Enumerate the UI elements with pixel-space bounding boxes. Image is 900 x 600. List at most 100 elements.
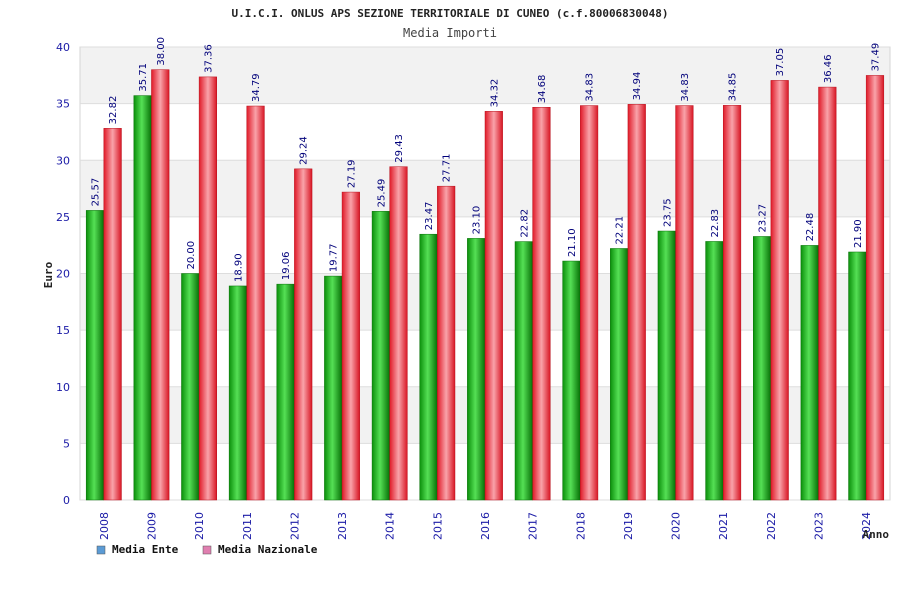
y-tick-label: 20	[56, 268, 70, 281]
value-label: 18.90	[233, 253, 244, 282]
y-tick-label: 25	[56, 211, 70, 224]
y-tick-label: 0	[63, 494, 70, 507]
value-label: 27.19	[346, 159, 357, 188]
value-label: 23.27	[758, 204, 769, 233]
value-label: 34.83	[585, 73, 596, 102]
x-tick-label: 2013	[336, 512, 349, 540]
bar-media-nazionale	[627, 104, 646, 501]
bar-media-nazionale	[580, 105, 599, 501]
bar-media-nazionale	[818, 86, 837, 501]
bar-media-ente	[85, 210, 105, 501]
bar-media-ente	[753, 236, 772, 501]
value-label: 19.06	[281, 252, 292, 281]
x-axis-ticks: 2008 2009 2010 2011 2012 2013 2014 2015 2016 2017…	[98, 512, 873, 540]
value-label: 21.90	[853, 219, 864, 248]
value-label: 37.36	[203, 44, 214, 73]
legend: Media Ente Media Nazionale	[96, 543, 318, 556]
bar-media-ente	[419, 233, 438, 501]
x-tick-label: 2016	[479, 512, 492, 540]
chart-title: U.I.C.I. ONLUS APS SEZIONE TERRITORIALE …	[231, 7, 668, 20]
legend-swatch	[202, 545, 212, 555]
value-label: 38.00	[156, 37, 167, 66]
value-label: 21.10	[567, 228, 578, 257]
x-tick-label: 2022	[765, 512, 778, 540]
bar-media-ente	[133, 95, 152, 501]
bar-media-ente	[800, 245, 819, 501]
chart-subtitle: Media Importi	[403, 26, 497, 40]
value-label: 23.47	[424, 202, 435, 231]
value-label: 35.71	[138, 63, 149, 92]
value-label: 34.85	[728, 73, 739, 102]
bar-media-nazionale	[294, 168, 313, 501]
bar-media-nazionale	[341, 191, 360, 501]
value-label: 34.83	[680, 73, 691, 102]
y-tick-label: 10	[56, 381, 70, 394]
bar-media-nazionale	[246, 105, 265, 501]
x-tick-label: 2019	[622, 512, 635, 540]
bar-media-nazionale	[675, 105, 694, 501]
value-label: 27.71	[442, 154, 453, 183]
value-label: 37.49	[870, 43, 881, 72]
bar-media-ente	[610, 248, 629, 501]
x-tick-label: 2018	[574, 512, 587, 540]
bars	[85, 69, 885, 501]
bar-media-nazionale	[770, 80, 789, 501]
bar-media-ente	[276, 283, 295, 501]
bar-media-nazionale	[722, 105, 742, 501]
y-tick-label: 15	[56, 324, 70, 337]
bar-media-ente	[657, 230, 676, 501]
y-tick-label: 5	[63, 437, 70, 450]
value-label: 34.68	[537, 75, 548, 104]
value-label: 20.00	[186, 241, 197, 270]
bar-media-ente	[324, 275, 343, 501]
value-label: 32.82	[108, 96, 119, 125]
value-labels: 25.57 32.82 35.71 38.00 20.00 37.36 18.90 34.79…	[91, 37, 882, 282]
bar-media-ente	[562, 260, 581, 501]
value-label: 34.32	[489, 79, 500, 108]
x-tick-label: 2009	[145, 512, 158, 540]
y-tick-label: 40	[56, 41, 70, 54]
legend-label: Media Nazionale	[218, 543, 318, 556]
value-label: 22.48	[805, 213, 816, 242]
bar-media-nazionale	[103, 128, 122, 501]
bar-media-ente	[371, 211, 390, 501]
x-axis-title: Anno	[863, 528, 890, 541]
value-label: 23.75	[662, 198, 673, 227]
x-tick-label: 2012	[288, 512, 301, 540]
value-label: 23.10	[472, 206, 483, 235]
x-tick-label: 2024	[860, 512, 873, 540]
value-label: 22.83	[710, 209, 721, 238]
bar-media-nazionale	[484, 111, 503, 501]
value-label: 37.05	[775, 48, 786, 77]
value-label: 25.57	[91, 178, 102, 207]
bar-media-nazionale	[198, 76, 217, 501]
y-tick-label: 30	[56, 154, 70, 167]
value-label: 34.94	[632, 72, 643, 101]
x-tick-label: 2017	[527, 512, 540, 540]
bar-media-ente	[228, 285, 248, 501]
y-axis-title: Euro	[42, 261, 55, 288]
y-tick-label: 35	[56, 98, 70, 111]
x-tick-label: 2010	[193, 512, 206, 540]
x-tick-label: 2008	[98, 512, 111, 540]
bar-media-ente	[514, 241, 533, 501]
x-tick-label: 2020	[670, 512, 683, 540]
bar-media-ente	[705, 241, 724, 501]
value-label: 25.49	[376, 179, 387, 208]
x-tick-label: 2015	[431, 512, 444, 540]
bar-media-ente	[181, 273, 200, 501]
value-label: 34.79	[251, 73, 262, 102]
x-tick-label: 2014	[384, 512, 397, 540]
legend-label: Media Ente	[112, 543, 179, 556]
bar-media-nazionale	[865, 75, 885, 501]
bar-media-ente	[467, 238, 486, 501]
y-axis-ticks: 0 5 10 15 20 25 30 35 40	[56, 41, 70, 507]
value-label: 29.43	[394, 134, 405, 163]
x-tick-label: 2023	[813, 512, 826, 540]
legend-swatch	[96, 545, 106, 555]
x-tick-label: 2021	[717, 512, 730, 540]
bar-media-ente	[848, 251, 867, 501]
value-label: 22.82	[519, 209, 530, 238]
value-label: 29.24	[299, 136, 310, 165]
